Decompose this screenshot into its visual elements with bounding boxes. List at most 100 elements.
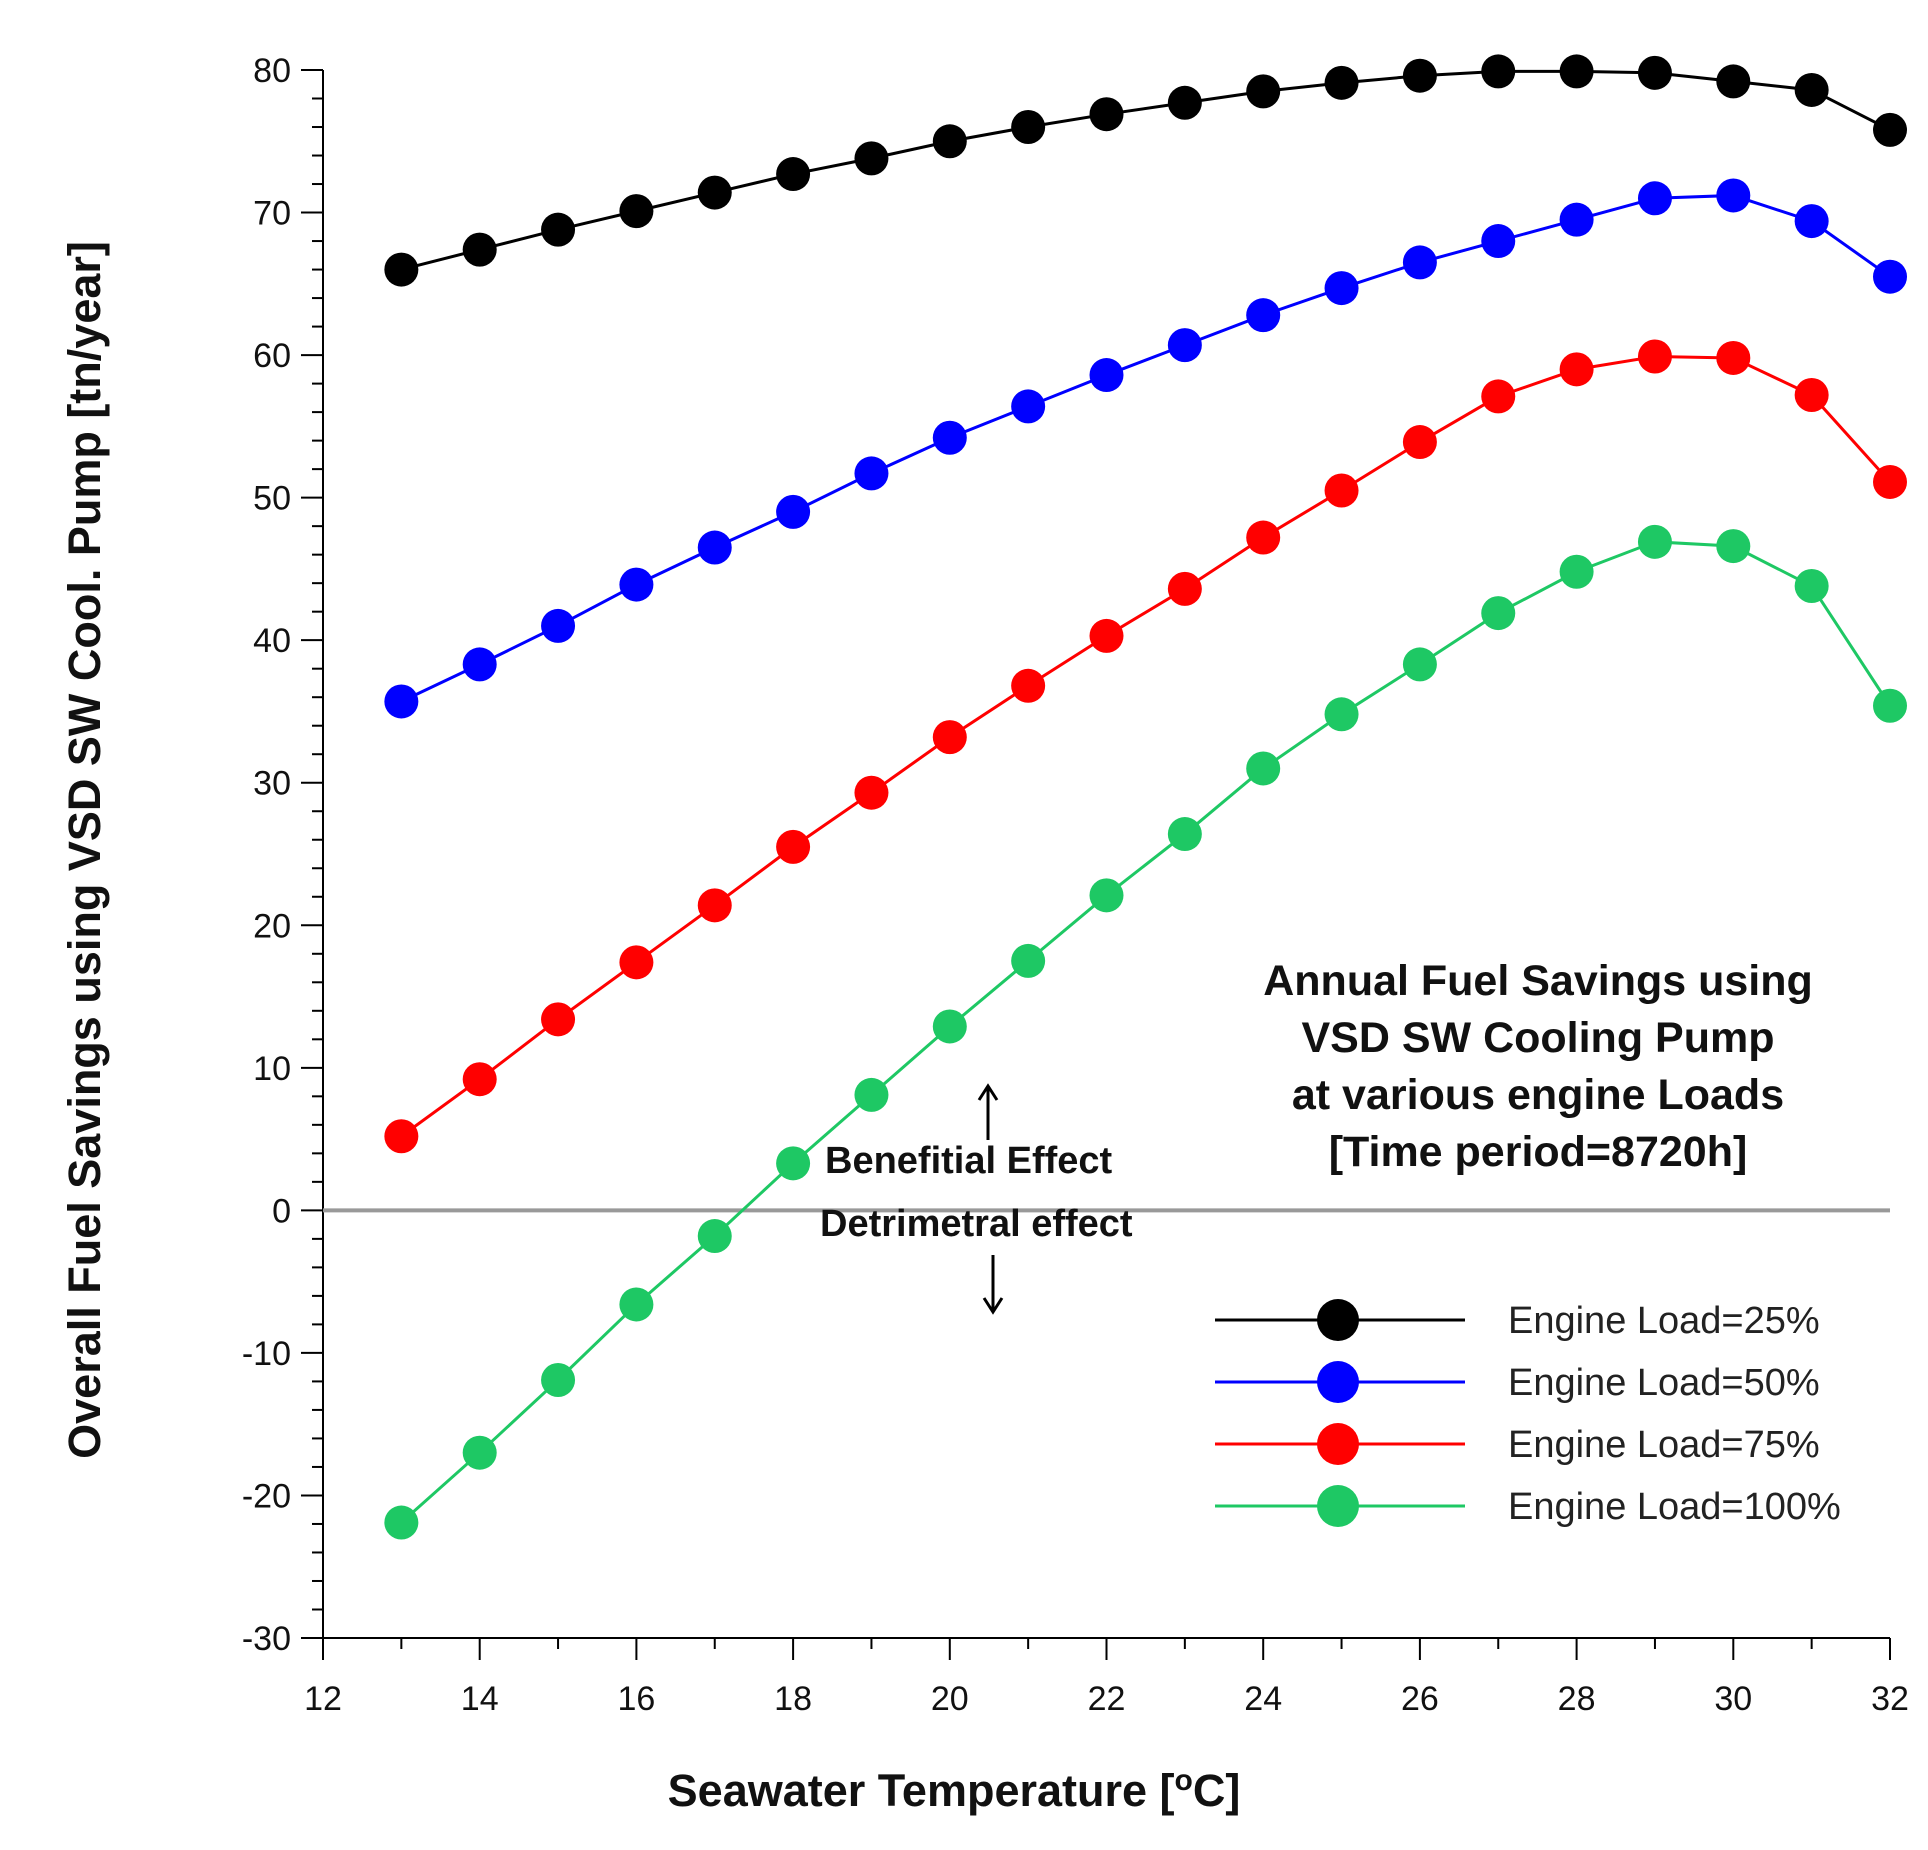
data-point [1011, 389, 1046, 424]
data-point [1324, 271, 1359, 306]
data-point [1481, 379, 1516, 414]
data-point [1402, 58, 1437, 93]
axes-layer: 80 70 60 50 40 30 20 10 0 -10 -20 -30 12 14 16 18 20 22 24… [242, 52, 1909, 1718]
data-point [932, 1009, 967, 1044]
data-point [1481, 596, 1516, 631]
data-point [697, 175, 732, 210]
legend-label: Engine Load=75% [1508, 1424, 1820, 1466]
series-line [400, 69, 1891, 272]
title-line-2: VSD SW Cooling Pump [1302, 1014, 1775, 1062]
title-line-4: [Time period=8720h] [1329, 1128, 1748, 1176]
y-tick-label: 0 [272, 1192, 291, 1230]
data-point [1011, 668, 1046, 703]
data-point [1559, 54, 1594, 89]
data-point [1089, 618, 1124, 653]
y-tick-label: 40 [253, 622, 291, 660]
x-axis-title-main: Seawater Temperature [ [668, 1765, 1175, 1816]
data-point [1716, 178, 1751, 213]
legend-entry-2: Engine Load=50% [1215, 1361, 1820, 1404]
chart-title: Annual Fuel Savings using VSD SW Cooling… [1263, 957, 1813, 1176]
data-point [776, 157, 811, 192]
x-tick-label: 20 [931, 1680, 969, 1718]
data-point [1402, 647, 1437, 682]
data-point [1246, 520, 1281, 555]
legend-marker [1317, 1299, 1359, 1341]
data-point [932, 720, 967, 755]
data-point [697, 888, 732, 923]
data-point [384, 252, 419, 287]
data-point [1324, 65, 1359, 100]
series-1 [384, 54, 1907, 287]
legend-marker [1317, 1423, 1359, 1465]
data-point [462, 647, 497, 682]
data-point [697, 1219, 732, 1254]
data-point [1716, 529, 1751, 564]
y-tick-label: 50 [253, 480, 291, 518]
data-point [619, 194, 654, 229]
data-point [1559, 202, 1594, 237]
data-point [1402, 425, 1437, 460]
detrimental-effect-label: Detrimetral effect [820, 1203, 1133, 1245]
data-point [1324, 697, 1359, 732]
data-point [932, 124, 967, 159]
x-axis-title-unit: C] [1193, 1765, 1240, 1816]
data-point [1167, 817, 1202, 852]
data-point [1559, 554, 1594, 589]
series-4 [384, 524, 1907, 1540]
legend-label: Engine Load=100% [1508, 1486, 1841, 1528]
data-point [1246, 751, 1281, 786]
data-point [1011, 110, 1046, 145]
up-arrow-icon [977, 1083, 999, 1140]
data-point [1402, 245, 1437, 280]
data-point [1167, 328, 1202, 363]
y-tick-label: -20 [242, 1477, 291, 1515]
data-point [854, 775, 889, 810]
data-point [1089, 878, 1124, 913]
data-point [776, 829, 811, 864]
data-point [776, 494, 811, 529]
y-tick-label: 70 [253, 195, 291, 233]
data-point [619, 567, 654, 602]
data-point [384, 1505, 419, 1540]
data-point [541, 1002, 576, 1037]
x-axis-title: Seawater Temperature [oC] [668, 1764, 1241, 1816]
legend-marker [1317, 1361, 1359, 1403]
data-point [462, 232, 497, 267]
legend-entry-3: Engine Load=75% [1215, 1423, 1820, 1466]
data-point [1873, 464, 1907, 499]
data-point [1873, 259, 1907, 294]
series-layer [384, 54, 1907, 1540]
data-point [462, 1062, 497, 1097]
series-3 [384, 339, 1907, 1154]
data-point [384, 684, 419, 719]
y-tick-label: 80 [253, 52, 291, 90]
x-tick-label: 14 [461, 1680, 499, 1718]
data-point [1637, 524, 1672, 559]
data-point [697, 530, 732, 565]
y-tick-label: 30 [253, 765, 291, 803]
data-point [854, 456, 889, 491]
data-point [776, 1146, 811, 1181]
title-line-3: at various engine Loads [1292, 1071, 1784, 1119]
data-point [1481, 54, 1516, 89]
y-tick-label: 60 [253, 337, 291, 375]
data-point [1246, 74, 1281, 109]
data-point [1794, 204, 1829, 239]
y-tick-label: 10 [253, 1050, 291, 1088]
legend-label: Engine Load=25% [1508, 1300, 1820, 1342]
x-tick-label: 22 [1088, 1680, 1126, 1718]
data-point [1089, 358, 1124, 393]
x-tick-label: 18 [774, 1680, 812, 1718]
data-point [1794, 569, 1829, 604]
down-arrow-icon [982, 1255, 1004, 1315]
data-point [1873, 112, 1907, 147]
data-point [541, 608, 576, 643]
data-point [1559, 352, 1594, 387]
data-point [541, 1362, 576, 1397]
x-tick-label: 28 [1558, 1680, 1596, 1718]
legend-entry-1: Engine Load=25% [1215, 1299, 1820, 1342]
data-point [1637, 55, 1672, 90]
data-point [854, 141, 889, 176]
title-line-1: Annual Fuel Savings using [1263, 957, 1813, 1005]
data-point [541, 212, 576, 247]
